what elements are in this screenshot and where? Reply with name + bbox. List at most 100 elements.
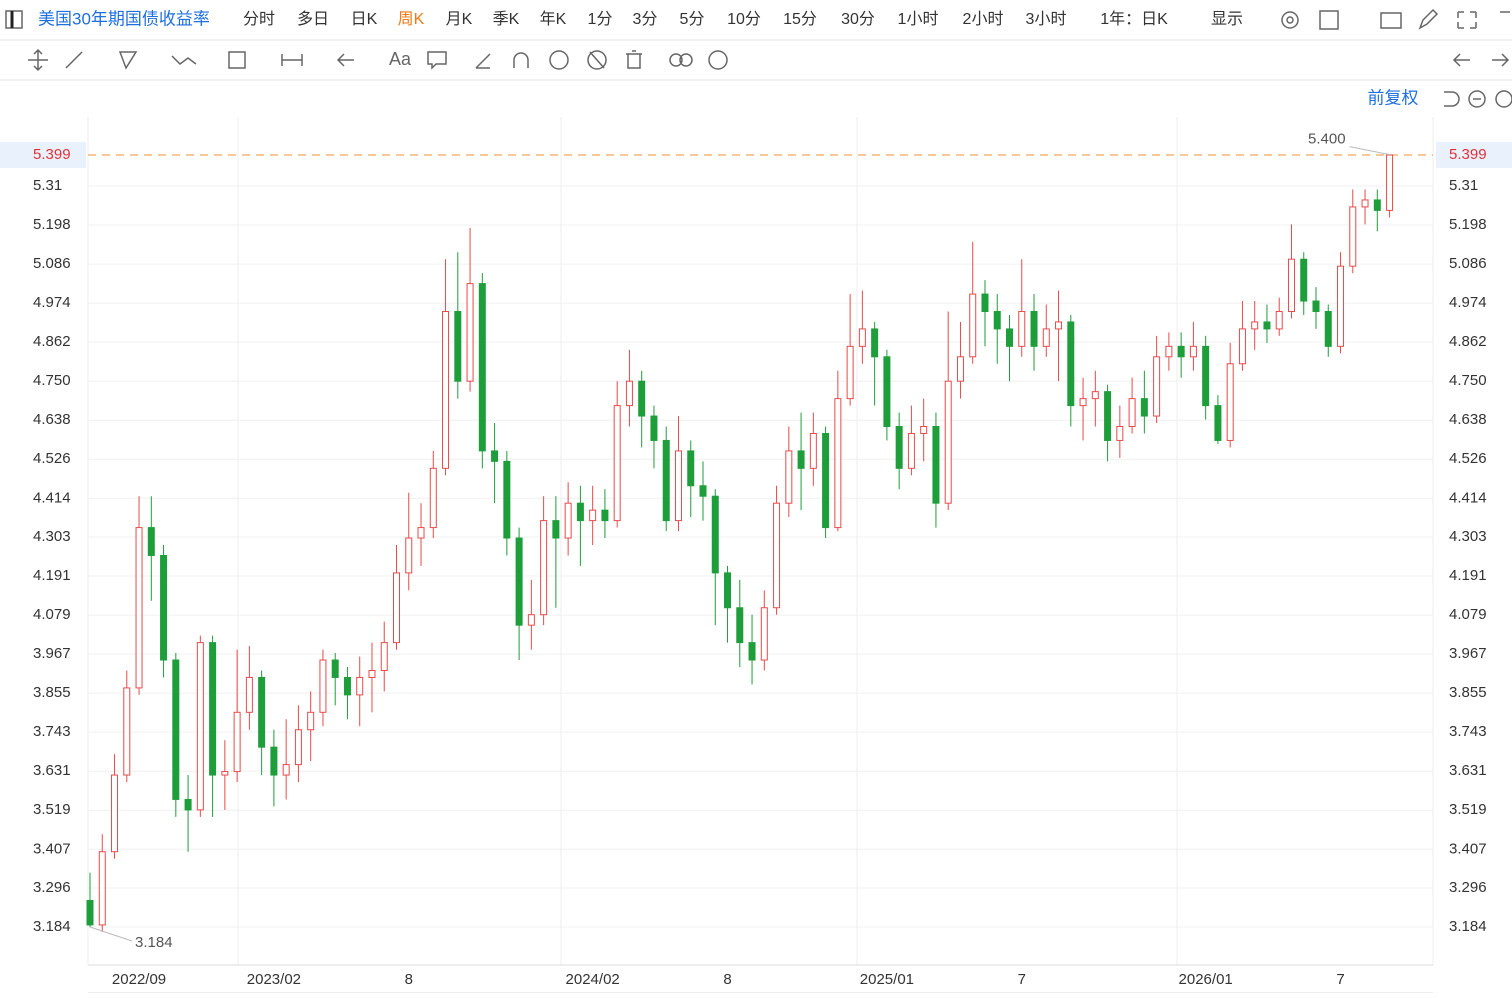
candle-body — [699, 485, 707, 497]
period-tab[interactable]: 10分 — [727, 10, 761, 28]
y-tick-label: 5.086 — [33, 255, 71, 272]
candle-body — [1140, 398, 1148, 417]
period-tab[interactable]: 分时 — [243, 10, 275, 28]
period-tab[interactable]: 季K — [493, 10, 520, 28]
fib-tool[interactable] — [228, 51, 246, 69]
candle-body — [1202, 345, 1210, 407]
candle-body — [540, 520, 548, 616]
period-tab[interactable]: 1小时 — [898, 10, 939, 28]
y2-tick-label: 3.184 — [1449, 918, 1487, 935]
candle-body — [1373, 199, 1381, 211]
candle-body — [147, 527, 155, 556]
sidebar-icon[interactable] — [5, 10, 23, 29]
delete-tool[interactable] — [626, 50, 642, 69]
period-tab[interactable]: 月K — [446, 11, 473, 28]
period-tab[interactable]: 5分 — [680, 10, 705, 28]
period-tab[interactable]: 日K — [351, 11, 378, 28]
period-tab[interactable]: 多日 — [297, 10, 329, 28]
layout-icon[interactable] — [1319, 10, 1339, 30]
candle-body — [1153, 356, 1161, 417]
y2-tick-label: 4.303 — [1449, 528, 1487, 545]
candle-body — [1177, 345, 1185, 358]
y2-tick-label: 4.414 — [1449, 489, 1487, 506]
candle-body — [1226, 363, 1234, 441]
range-select[interactable]: 1年：日K — [1100, 10, 1168, 28]
measure-tool[interactable] — [281, 54, 303, 66]
y2-tick-label: 3.967 — [1449, 645, 1487, 662]
arrow-tool[interactable] — [336, 53, 354, 67]
period-tab[interactable]: 1分 — [588, 10, 613, 28]
instrument-title[interactable]: 美国30年期国债收益率 — [38, 9, 210, 28]
zoom-in[interactable] — [1495, 90, 1512, 108]
reset-icon[interactable] — [1444, 91, 1460, 107]
candle-body — [491, 450, 499, 462]
y2-tick-label: 5.086 — [1449, 255, 1487, 272]
text-tool[interactable]: Aa — [389, 49, 412, 69]
y2-tick-label: 3.519 — [1449, 801, 1487, 818]
candle-body — [858, 328, 866, 347]
candle-body — [478, 283, 486, 452]
move-icon[interactable] — [28, 48, 48, 72]
period-tab[interactable]: 30分 — [841, 10, 875, 28]
toolbar-icons: Aa — [28, 8, 1512, 108]
candle-body — [503, 460, 511, 539]
line-tool[interactable] — [65, 51, 83, 69]
pen-icon[interactable] — [1418, 8, 1439, 30]
sync-tool[interactable] — [549, 50, 569, 70]
candle-body — [343, 676, 351, 696]
period-tab[interactable]: 年K — [540, 10, 567, 28]
angle-tool[interactable] — [475, 53, 491, 69]
candle-body — [1116, 426, 1124, 441]
x-tick-label: 2025/01 — [860, 971, 914, 988]
candle-body — [724, 572, 732, 609]
candle-body — [1079, 398, 1087, 407]
camera-icon[interactable] — [1380, 12, 1402, 29]
undo[interactable] — [1452, 53, 1470, 67]
redo[interactable] — [1492, 53, 1510, 67]
settings-icon[interactable] — [1281, 11, 1299, 29]
y2-tick-label: 4.079 — [1449, 606, 1487, 623]
x-tick-label: 7 — [1336, 971, 1344, 988]
period-tab[interactable]: 3分 — [633, 10, 658, 28]
candle-body — [454, 310, 462, 382]
channel-tool[interactable] — [118, 51, 138, 70]
hide-tool[interactable] — [587, 50, 607, 70]
candle-body — [1018, 310, 1026, 347]
candle-body — [613, 405, 621, 522]
adjust-button[interactable]: 前复权 — [1368, 88, 1419, 107]
candle-body — [258, 676, 266, 748]
wave-tool[interactable] — [171, 55, 197, 65]
note-tool[interactable] — [427, 51, 447, 70]
candle-body — [1361, 199, 1369, 208]
candle-body — [1128, 398, 1136, 428]
candle-body — [86, 900, 94, 926]
last-price-box — [0, 141, 86, 168]
compare-tool[interactable] — [669, 53, 693, 67]
x-tick-label: 2023/02 — [247, 971, 301, 988]
max-leader — [1349, 146, 1390, 156]
zoom-out[interactable] — [1468, 90, 1486, 108]
candle-body — [993, 310, 1001, 330]
magnet-tool[interactable] — [513, 52, 529, 68]
y-tick-label: 5.198 — [33, 216, 71, 233]
indicator-settings[interactable] — [708, 50, 728, 70]
candle-body — [871, 328, 879, 358]
y2-tick-label: 4.638 — [1449, 411, 1487, 428]
y2-tick-label: 3.407 — [1449, 840, 1487, 857]
y-tick-label: 4.862 — [33, 333, 71, 350]
candle-body — [822, 432, 830, 529]
period-tab[interactable]: 3小时 — [1026, 10, 1067, 28]
fullscreen-icon[interactable] — [1457, 11, 1477, 29]
candle-body — [625, 380, 633, 407]
candle-body — [98, 851, 106, 926]
candle-body — [405, 537, 413, 574]
display-select[interactable]: 显示 — [1211, 11, 1243, 28]
period-tab[interactable]: 周K — [398, 11, 425, 28]
candle-body — [270, 746, 278, 776]
candle-body — [1263, 321, 1271, 330]
candle-body — [662, 439, 670, 522]
period-tab[interactable]: 2小时 — [963, 10, 1004, 28]
period-tab[interactable]: 15分 — [783, 10, 817, 28]
candle-body — [1287, 258, 1295, 312]
candle-body — [920, 426, 928, 434]
